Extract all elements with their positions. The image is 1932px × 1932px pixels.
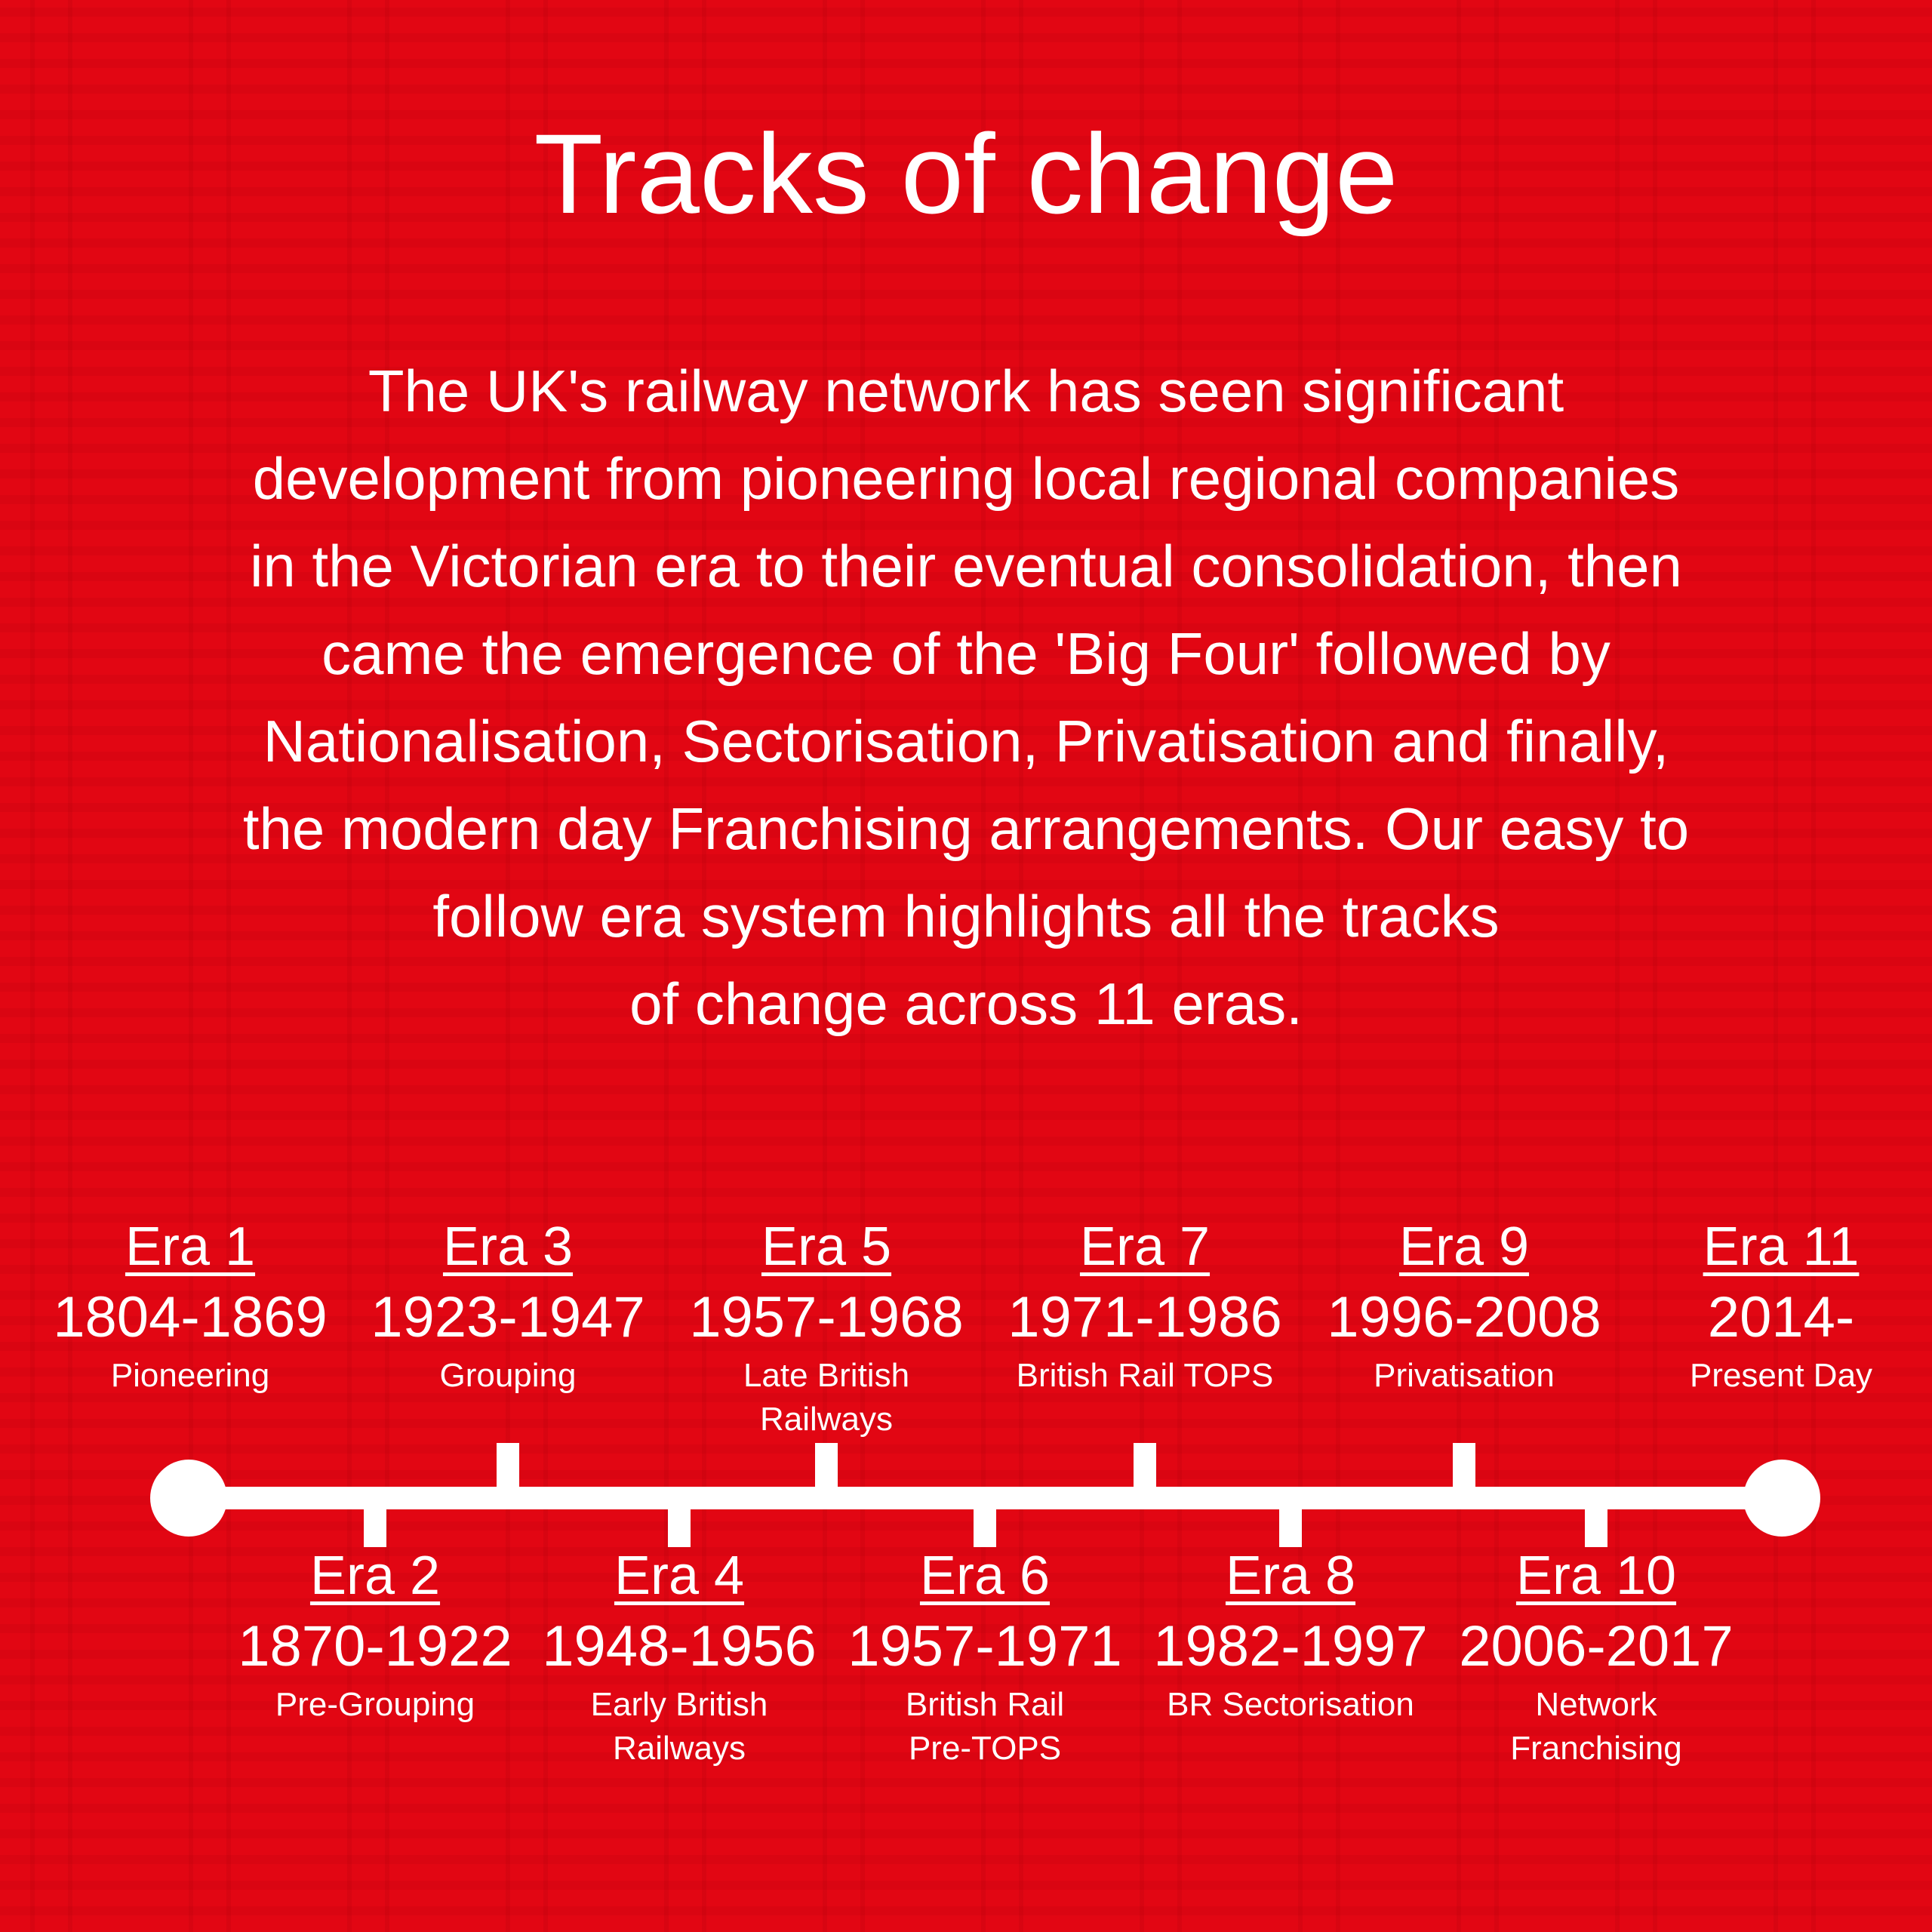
era-label-3: Era 3 1923-1947 Grouping [357, 1217, 659, 1398]
era-label-9: Era 9 1996-2008 Privatisation [1313, 1217, 1615, 1398]
intro-line: in the Victorian era to their eventual c… [250, 533, 1682, 599]
era-name: Era 6 [919, 1546, 1051, 1606]
intro-line: follow era system highlights all the tra… [432, 883, 1500, 949]
intro-line: came the emergence of the 'Big Four' fol… [321, 620, 1611, 687]
era-description: Pre-Grouping [275, 1686, 475, 1723]
era-years: 2006-2017 [1459, 1614, 1734, 1678]
era-description: Privatisation [1374, 1357, 1555, 1394]
era-name: Era 4 [614, 1546, 745, 1606]
timeline-tick [1585, 1502, 1607, 1547]
era-years: 1923-1947 [371, 1285, 645, 1349]
timeline-tick [364, 1502, 386, 1547]
timeline-tick [668, 1502, 691, 1547]
intro-line: of change across 11 eras. [629, 971, 1303, 1037]
era-years: 1870-1922 [238, 1614, 512, 1678]
timeline-tick [1279, 1502, 1302, 1547]
era-description: BR Sectorisation [1167, 1686, 1414, 1723]
era-years: 1948-1956 [542, 1614, 817, 1678]
intro-line: development from pioneering local region… [252, 445, 1680, 512]
era-description: Early British [590, 1686, 768, 1723]
era-label-11: Era 11 2014- Present Day [1630, 1217, 1932, 1398]
era-description: Network [1535, 1686, 1657, 1723]
intro-paragraph: The UK's railway network has seen signif… [75, 347, 1857, 1048]
era-name: Era 10 [1515, 1546, 1677, 1606]
era-years: 2014- [1707, 1285, 1855, 1349]
era-years: 1996-2008 [1327, 1285, 1601, 1349]
era-name: Era 11 [1703, 1217, 1860, 1277]
intro-line: Nationalisation, Sectorisation, Privatis… [263, 708, 1669, 774]
era-years: 1971-1986 [1008, 1285, 1282, 1349]
timeline-tick [815, 1443, 838, 1488]
era-description: Railways [612, 1730, 746, 1767]
era-label-5: Era 5 1957-1968 Late British Railways [675, 1217, 977, 1441]
era-name: Era 3 [442, 1217, 574, 1277]
era-years: 1982-1997 [1153, 1614, 1428, 1678]
era-name: Era 5 [761, 1217, 892, 1277]
era-label-6: Era 6 1957-1971 British Rail Pre-TOPS [834, 1546, 1136, 1770]
era-name: Era 2 [309, 1546, 441, 1606]
era-description: Pre-TOPS [908, 1730, 1062, 1767]
era-description: Pioneering [110, 1357, 270, 1394]
era-description: Present Day [1689, 1357, 1873, 1394]
era-name: Era 8 [1225, 1546, 1356, 1606]
era-label-10: Era 10 2006-2017 Network Franchising [1445, 1546, 1747, 1770]
timeline-tick [497, 1443, 519, 1488]
era-description: Late British [743, 1357, 910, 1394]
timeline-start-dot [150, 1460, 227, 1537]
era-years: 1957-1968 [689, 1285, 964, 1349]
era-name: Era 1 [125, 1217, 256, 1277]
era-label-4: Era 4 1948-1956 Early British Railways [528, 1546, 830, 1770]
intro-line: the modern day Franchising arrangements.… [242, 795, 1690, 862]
era-description: British Rail [905, 1686, 1065, 1723]
intro-line: The UK's railway network has seen signif… [368, 358, 1564, 424]
era-description: Franchising [1510, 1730, 1682, 1767]
page-title: Tracks of change [534, 110, 1398, 237]
era-description: Railways [759, 1401, 894, 1438]
timeline-tick [974, 1502, 996, 1547]
era-years: 1957-1971 [848, 1614, 1122, 1678]
era-years: 1804-1869 [53, 1285, 328, 1349]
era-label-1: Era 1 1804-1869 Pioneering [39, 1217, 341, 1398]
era-description: Grouping [439, 1357, 577, 1394]
era-label-8: Era 8 1982-1997 BR Sectorisation [1140, 1546, 1441, 1727]
timeline-end-dot [1743, 1460, 1820, 1537]
era-label-2: Era 2 1870-1922 Pre-Grouping [224, 1546, 526, 1727]
era-description: British Rail TOPS [1016, 1357, 1274, 1394]
era-name: Era 7 [1079, 1217, 1211, 1277]
timeline-tick [1134, 1443, 1156, 1488]
timeline-tick [1453, 1443, 1475, 1488]
era-label-7: Era 7 1971-1986 British Rail TOPS [994, 1217, 1296, 1398]
era-name: Era 9 [1398, 1217, 1530, 1277]
